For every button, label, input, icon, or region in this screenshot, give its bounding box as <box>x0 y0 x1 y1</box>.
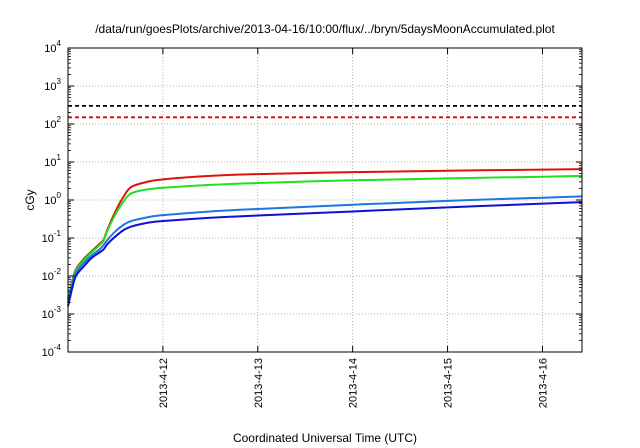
y-tick-base: 10 <box>42 271 54 283</box>
y-tick-exponent: 0 <box>57 191 62 200</box>
y-tick-exponent: -3 <box>54 305 62 314</box>
y-tick-label: 100 <box>44 191 61 207</box>
y-tick-exponent: 2 <box>57 115 62 124</box>
y-tick-base: 10 <box>44 81 56 93</box>
y-tick-exponent: -1 <box>54 229 62 238</box>
x-axis-ticks: 2013-4-12 2013-4-13 2013-4-14 2013-4-15 2013… <box>158 48 549 408</box>
y-tick-base: 10 <box>42 347 54 359</box>
y-tick-label: 10-1 <box>42 229 62 245</box>
x-tick-label: 2013-4-12 <box>158 358 170 408</box>
x-tick-label: 2013-4-16 <box>537 358 549 408</box>
x-tick-label: 2013-4-14 <box>348 358 360 408</box>
series-line-3 <box>67 195 583 303</box>
chart-title: /data/run/goesPlots/archive/2013-04-16/1… <box>95 22 555 36</box>
x-axis-label: Coordinated Universal Time (UTC) <box>233 431 417 445</box>
y-tick-exponent: 3 <box>57 77 62 86</box>
series-group <box>67 168 583 307</box>
series-line-4 <box>67 201 583 307</box>
y-axis-label: cGy <box>23 189 37 210</box>
y-tick-base: 10 <box>42 233 54 245</box>
y-tick-label: 10-4 <box>42 343 62 359</box>
series-line-2 <box>67 174 583 300</box>
y-tick-base: 10 <box>44 119 56 131</box>
plot-frame <box>67 47 583 353</box>
x-tick-label: 2013-4-13 <box>253 358 265 408</box>
y-tick-label: 101 <box>44 153 61 169</box>
y-tick-label: 103 <box>44 77 61 93</box>
y-tick-exponent: 1 <box>57 153 62 162</box>
y-tick-base: 10 <box>44 195 56 207</box>
y-tick-label: 104 <box>44 39 61 55</box>
series-line-1 <box>67 168 583 300</box>
y-tick-exponent: -2 <box>54 267 62 276</box>
threshold-lines <box>68 104 582 119</box>
y-tick-base: 10 <box>42 309 54 321</box>
grid <box>68 48 582 352</box>
y-tick-label: 10-2 <box>42 267 62 283</box>
y-tick-base: 10 <box>44 157 56 169</box>
y-tick-label: 102 <box>44 115 61 131</box>
y-tick-exponent: 4 <box>57 39 62 48</box>
x-tick-label: 2013-4-15 <box>443 358 455 408</box>
y-tick-exponent: -4 <box>54 343 62 352</box>
y-tick-label: 10-3 <box>42 305 62 321</box>
y-tick-base: 10 <box>44 43 56 55</box>
